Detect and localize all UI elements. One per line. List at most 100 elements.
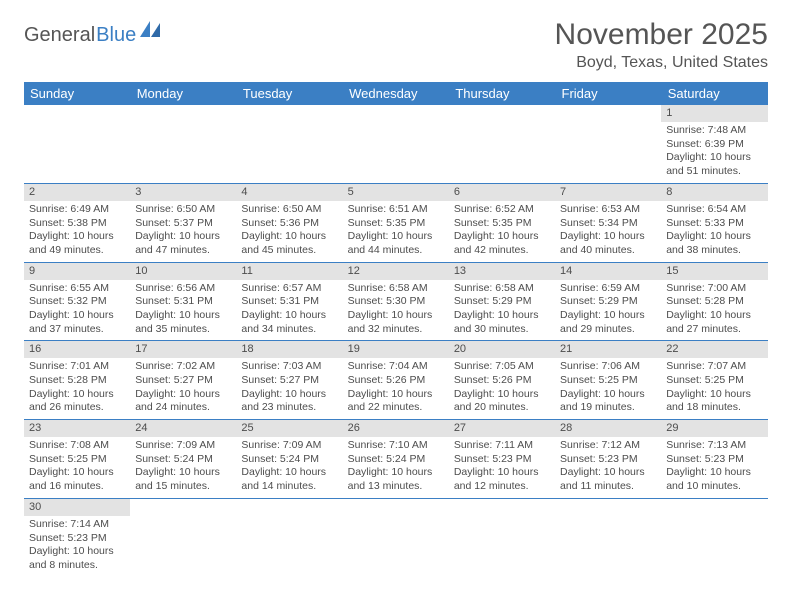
calendar-day-cell: 15Sunrise: 7:00 AMSunset: 5:28 PMDayligh…	[661, 262, 767, 341]
daylight-line: Daylight: 10 hours and 13 minutes.	[348, 466, 444, 493]
day-details: Sunrise: 7:05 AMSunset: 5:26 PMDaylight:…	[449, 358, 555, 419]
sunrise-line: Sunrise: 7:00 AM	[666, 282, 762, 296]
calendar-day-cell	[343, 105, 449, 183]
title-block: November 2025 Boyd, Texas, United States	[555, 18, 768, 72]
calendar-day-cell: 28Sunrise: 7:12 AMSunset: 5:23 PMDayligh…	[555, 420, 661, 499]
sunrise-line: Sunrise: 7:09 AM	[241, 439, 337, 453]
day-number: 17	[130, 341, 236, 358]
sunset-line: Sunset: 5:30 PM	[348, 295, 444, 309]
daylight-line: Daylight: 10 hours and 12 minutes.	[454, 466, 550, 493]
day-details: Sunrise: 7:48 AMSunset: 6:39 PMDaylight:…	[661, 122, 767, 183]
sunrise-line: Sunrise: 6:55 AM	[29, 282, 125, 296]
sunset-line: Sunset: 5:24 PM	[348, 453, 444, 467]
daylight-line: Daylight: 10 hours and 45 minutes.	[241, 230, 337, 257]
sunrise-line: Sunrise: 6:59 AM	[560, 282, 656, 296]
daylight-line: Daylight: 10 hours and 30 minutes.	[454, 309, 550, 336]
calendar-day-cell: 7Sunrise: 6:53 AMSunset: 5:34 PMDaylight…	[555, 183, 661, 262]
day-details: Sunrise: 6:58 AMSunset: 5:30 PMDaylight:…	[343, 280, 449, 341]
sunset-line: Sunset: 5:31 PM	[135, 295, 231, 309]
sunset-line: Sunset: 5:25 PM	[29, 453, 125, 467]
calendar-day-cell	[555, 105, 661, 183]
calendar-day-cell: 4Sunrise: 6:50 AMSunset: 5:36 PMDaylight…	[236, 183, 342, 262]
day-details: Sunrise: 6:50 AMSunset: 5:37 PMDaylight:…	[130, 201, 236, 262]
calendar-week-row: 23Sunrise: 7:08 AMSunset: 5:25 PMDayligh…	[24, 420, 768, 499]
day-number: 6	[449, 184, 555, 201]
calendar-day-cell: 6Sunrise: 6:52 AMSunset: 5:35 PMDaylight…	[449, 183, 555, 262]
calendar-day-cell: 8Sunrise: 6:54 AMSunset: 5:33 PMDaylight…	[661, 183, 767, 262]
day-number: 16	[24, 341, 130, 358]
calendar-day-cell: 12Sunrise: 6:58 AMSunset: 5:30 PMDayligh…	[343, 262, 449, 341]
calendar-day-cell: 14Sunrise: 6:59 AMSunset: 5:29 PMDayligh…	[555, 262, 661, 341]
sunrise-line: Sunrise: 6:50 AM	[135, 203, 231, 217]
day-details: Sunrise: 6:56 AMSunset: 5:31 PMDaylight:…	[130, 280, 236, 341]
day-details: Sunrise: 7:09 AMSunset: 5:24 PMDaylight:…	[130, 437, 236, 498]
day-details: Sunrise: 6:51 AMSunset: 5:35 PMDaylight:…	[343, 201, 449, 262]
day-details: Sunrise: 7:08 AMSunset: 5:25 PMDaylight:…	[24, 437, 130, 498]
daylight-line: Daylight: 10 hours and 47 minutes.	[135, 230, 231, 257]
calendar-day-cell	[236, 498, 342, 576]
calendar-day-cell	[343, 498, 449, 576]
daylight-line: Daylight: 10 hours and 23 minutes.	[241, 388, 337, 415]
daylight-line: Daylight: 10 hours and 38 minutes.	[666, 230, 762, 257]
day-number: 20	[449, 341, 555, 358]
day-number: 1	[661, 105, 767, 122]
day-details: Sunrise: 7:00 AMSunset: 5:28 PMDaylight:…	[661, 280, 767, 341]
sunset-line: Sunset: 5:29 PM	[454, 295, 550, 309]
day-number: 11	[236, 263, 342, 280]
day-details: Sunrise: 7:12 AMSunset: 5:23 PMDaylight:…	[555, 437, 661, 498]
calendar-day-cell	[449, 498, 555, 576]
brand-part2: Blue	[96, 24, 136, 47]
sunrise-line: Sunrise: 7:04 AM	[348, 360, 444, 374]
sunrise-line: Sunrise: 7:01 AM	[29, 360, 125, 374]
sunrise-line: Sunrise: 7:03 AM	[241, 360, 337, 374]
calendar-day-cell: 5Sunrise: 6:51 AMSunset: 5:35 PMDaylight…	[343, 183, 449, 262]
daylight-line: Daylight: 10 hours and 11 minutes.	[560, 466, 656, 493]
day-number: 28	[555, 420, 661, 437]
day-number: 23	[24, 420, 130, 437]
sunset-line: Sunset: 5:34 PM	[560, 217, 656, 231]
sunset-line: Sunset: 5:32 PM	[29, 295, 125, 309]
calendar-day-cell	[661, 498, 767, 576]
day-number: 7	[555, 184, 661, 201]
sail-icon	[140, 20, 162, 43]
calendar-day-cell: 20Sunrise: 7:05 AMSunset: 5:26 PMDayligh…	[449, 341, 555, 420]
calendar-day-cell: 19Sunrise: 7:04 AMSunset: 5:26 PMDayligh…	[343, 341, 449, 420]
sunset-line: Sunset: 5:35 PM	[454, 217, 550, 231]
sunset-line: Sunset: 5:37 PM	[135, 217, 231, 231]
sunrise-line: Sunrise: 7:06 AM	[560, 360, 656, 374]
daylight-line: Daylight: 10 hours and 24 minutes.	[135, 388, 231, 415]
calendar-week-row: 1Sunrise: 7:48 AMSunset: 6:39 PMDaylight…	[24, 105, 768, 183]
daylight-line: Daylight: 10 hours and 35 minutes.	[135, 309, 231, 336]
daylight-line: Daylight: 10 hours and 19 minutes.	[560, 388, 656, 415]
day-number: 13	[449, 263, 555, 280]
day-details: Sunrise: 6:49 AMSunset: 5:38 PMDaylight:…	[24, 201, 130, 262]
daylight-line: Daylight: 10 hours and 27 minutes.	[666, 309, 762, 336]
sunset-line: Sunset: 6:39 PM	[666, 138, 762, 152]
day-details: Sunrise: 6:54 AMSunset: 5:33 PMDaylight:…	[661, 201, 767, 262]
sunrise-line: Sunrise: 6:56 AM	[135, 282, 231, 296]
calendar-week-row: 2Sunrise: 6:49 AMSunset: 5:38 PMDaylight…	[24, 183, 768, 262]
calendar-day-cell: 2Sunrise: 6:49 AMSunset: 5:38 PMDaylight…	[24, 183, 130, 262]
weekday-header: Sunday	[24, 82, 130, 105]
day-details: Sunrise: 7:09 AMSunset: 5:24 PMDaylight:…	[236, 437, 342, 498]
day-details: Sunrise: 7:02 AMSunset: 5:27 PMDaylight:…	[130, 358, 236, 419]
calendar-day-cell: 10Sunrise: 6:56 AMSunset: 5:31 PMDayligh…	[130, 262, 236, 341]
calendar-day-cell: 3Sunrise: 6:50 AMSunset: 5:37 PMDaylight…	[130, 183, 236, 262]
day-number: 2	[24, 184, 130, 201]
day-details: Sunrise: 7:13 AMSunset: 5:23 PMDaylight:…	[661, 437, 767, 498]
daylight-line: Daylight: 10 hours and 8 minutes.	[29, 545, 125, 572]
day-number: 18	[236, 341, 342, 358]
daylight-line: Daylight: 10 hours and 22 minutes.	[348, 388, 444, 415]
brand-part1: General	[24, 24, 95, 47]
calendar-day-cell: 1Sunrise: 7:48 AMSunset: 6:39 PMDaylight…	[661, 105, 767, 183]
day-number: 21	[555, 341, 661, 358]
sunset-line: Sunset: 5:24 PM	[241, 453, 337, 467]
sunrise-line: Sunrise: 7:09 AM	[135, 439, 231, 453]
daylight-line: Daylight: 10 hours and 42 minutes.	[454, 230, 550, 257]
calendar-day-cell	[130, 105, 236, 183]
sunset-line: Sunset: 5:28 PM	[29, 374, 125, 388]
calendar-day-cell: 9Sunrise: 6:55 AMSunset: 5:32 PMDaylight…	[24, 262, 130, 341]
day-details: Sunrise: 6:50 AMSunset: 5:36 PMDaylight:…	[236, 201, 342, 262]
sunrise-line: Sunrise: 7:07 AM	[666, 360, 762, 374]
day-number: 3	[130, 184, 236, 201]
